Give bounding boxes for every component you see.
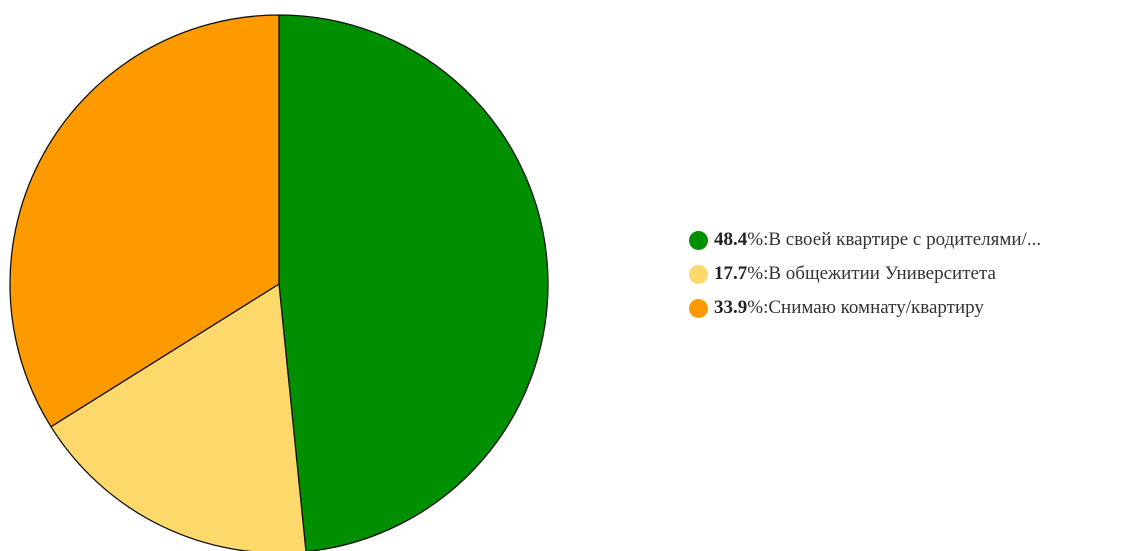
legend-item[interactable]: 17.7%: В общежитии Университета xyxy=(689,262,1139,286)
pie-slice[interactable] xyxy=(278,14,549,551)
legend-percent: 48.4 xyxy=(714,229,748,250)
pie-slice[interactable] xyxy=(50,283,307,551)
legend-unit: %: xyxy=(747,263,769,284)
legend-item[interactable]: 48.4%: В своей квартире с родителями/... xyxy=(689,228,1139,252)
legend-percent: 33.9 xyxy=(714,297,748,318)
legend-percent: 17.7 xyxy=(714,263,748,284)
legend-label: В своей квартире с родителями/... xyxy=(768,229,1042,250)
pie-slice[interactable] xyxy=(9,14,280,428)
legend-item[interactable]: 33.9%: Снимаю комнату/квартиру xyxy=(689,296,1139,320)
legend-unit: %: xyxy=(747,297,769,318)
pie-plot-area xyxy=(9,14,549,551)
legend-unit: %: xyxy=(747,229,769,250)
legend-swatch-icon xyxy=(689,230,708,250)
legend-label: Снимаю комнату/квартиру xyxy=(768,297,984,318)
legend: 48.4%: В своей квартире с родителями/...… xyxy=(689,228,1139,330)
legend-label: В общежитии Университета xyxy=(768,263,996,284)
legend-swatch-icon xyxy=(689,264,708,284)
legend-swatch-icon xyxy=(689,298,708,318)
